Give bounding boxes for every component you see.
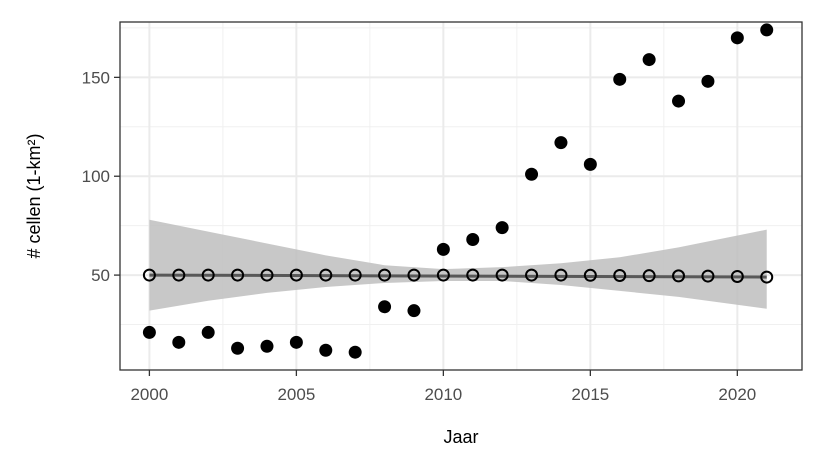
- axis-ticks: 2000 2005 2010 2015 2020 50 100 150: [82, 68, 757, 404]
- observed-point: [701, 74, 715, 88]
- observed-point: [525, 167, 539, 181]
- fitted-point: [672, 269, 686, 283]
- x-tick-label: 2005: [277, 385, 315, 404]
- observed-point: [407, 304, 421, 318]
- trend-line: [149, 273, 767, 279]
- observed-point: [613, 72, 627, 86]
- observed-point: [642, 53, 656, 67]
- fitted-point: [348, 268, 362, 282]
- observed-point: [348, 345, 362, 359]
- fitted-point: [319, 268, 333, 282]
- fitted-point: [730, 269, 744, 283]
- x-tick-label: 2020: [718, 385, 756, 404]
- confidence-band-area: [149, 219, 767, 311]
- observed-point: [172, 335, 186, 349]
- observed-point: [436, 242, 450, 256]
- observed-point: [583, 157, 597, 171]
- observed-point: [672, 94, 686, 108]
- observed-point: [495, 221, 509, 235]
- x-tick-label: 2010: [424, 385, 462, 404]
- y-axis-title: # cellen (1-km²): [24, 133, 44, 258]
- fitted-point: [554, 268, 568, 282]
- fitted-point: [260, 268, 274, 282]
- x-tick-label: 2000: [130, 385, 168, 404]
- fitted-point: [142, 268, 156, 282]
- fitted-point: [525, 268, 539, 282]
- fitted-point: [289, 268, 303, 282]
- fitted-point: [642, 269, 656, 283]
- fitted-point: [407, 268, 421, 282]
- x-tick-label: 2015: [571, 385, 609, 404]
- fitted-point: [378, 268, 392, 282]
- y-tick-label: 100: [82, 167, 110, 186]
- observed-point: [760, 23, 774, 37]
- observed-point: [730, 31, 744, 45]
- panel-border: [119, 21, 803, 371]
- fitted-point: [436, 268, 450, 282]
- fitted-point: [701, 269, 715, 283]
- fitted-point: [760, 270, 774, 284]
- observed-point: [260, 339, 274, 353]
- fitted-point: [466, 268, 480, 282]
- observed-point: [289, 335, 303, 349]
- observed-point: [378, 300, 392, 314]
- confidence-band: [149, 219, 767, 311]
- trend-line-path: [149, 273, 767, 279]
- y-tick-label: 50: [91, 266, 110, 285]
- panel-background: [120, 22, 802, 370]
- fitted-point: [613, 268, 627, 282]
- fitted-point: [495, 268, 509, 282]
- observed-point: [466, 233, 480, 246]
- observed-point: [319, 343, 333, 357]
- observed-point: [554, 136, 568, 150]
- x-axis-title: Jaar: [443, 427, 478, 447]
- observed-point: [142, 325, 156, 339]
- y-tick-label: 150: [82, 68, 110, 87]
- data-points: [142, 23, 774, 359]
- fitted-point: [201, 268, 215, 282]
- observed-point: [201, 325, 215, 339]
- fitted-point: [231, 268, 245, 282]
- observed-point: [231, 341, 245, 355]
- fitted-point: [172, 268, 186, 282]
- fitted-point: [583, 268, 597, 282]
